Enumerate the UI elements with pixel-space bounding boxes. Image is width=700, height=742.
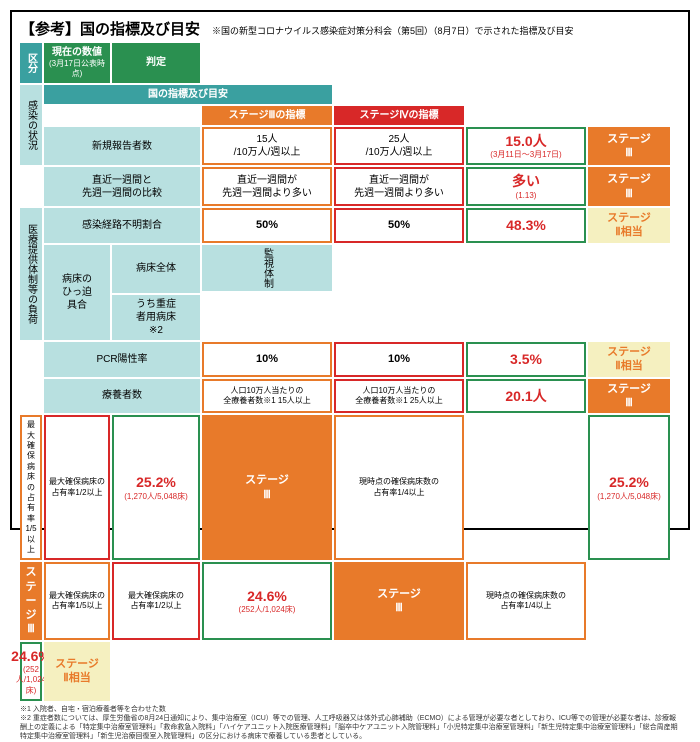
s3-4: 人口10万人当たりの 全療養者数※1 15人以上 bbox=[202, 379, 332, 414]
row-label-0: 新規報告者数 bbox=[44, 127, 200, 166]
s4-0: 25人 /10万人/週以上 bbox=[334, 127, 464, 166]
row-label-1: 直近一週間と 先週一週間の比較 bbox=[44, 167, 200, 206]
judge-0: ステージ Ⅲ bbox=[588, 127, 670, 166]
judge-8: ステージ Ⅱ相当 bbox=[44, 642, 110, 701]
col-stage4: ステージⅣの指標 bbox=[334, 106, 464, 125]
group-kansen: 感染の状況 bbox=[20, 85, 42, 166]
val-1: 多い(1.13) bbox=[466, 167, 586, 206]
group-byosho: 病床の ひっ迫 具合 bbox=[44, 245, 110, 341]
val-5: 25.2%(1,270人/5,048床) bbox=[112, 415, 200, 560]
judge-7: ステージ Ⅲ bbox=[334, 562, 464, 639]
val-3: 3.5% bbox=[466, 342, 586, 377]
page-subtitle: ※国の新型コロナウイルス感染症対策分科会（第5回）（8月7日）で示された指標及び… bbox=[212, 24, 574, 37]
s3-2: 50% bbox=[202, 208, 332, 243]
group-iryo: 医療提供体制等の負荷 bbox=[20, 208, 42, 340]
s3-5: 最大確保病床の 占有率1/5以上 bbox=[20, 415, 42, 560]
s4-3: 10% bbox=[334, 342, 464, 377]
val-8: 24.6%(252人/1,024床) bbox=[20, 642, 42, 701]
s3-8: 現時点の確保病床数の 占有率1/4以上 bbox=[466, 562, 586, 639]
group-kanshi: 監視体制 bbox=[202, 245, 332, 291]
val-2: 48.3% bbox=[466, 208, 586, 243]
s3-1: 直近一週間が 先週一週間より多い bbox=[202, 167, 332, 206]
judge-4: ステージ Ⅲ bbox=[588, 379, 670, 414]
val-6: 25.2%(1,270人/5,048床) bbox=[588, 415, 670, 560]
col-shihyo: 国の指標及び目安 bbox=[44, 85, 332, 104]
group-jusho: うち重症 者用病床 ※2 bbox=[112, 295, 200, 340]
col-stage3: ステージⅢの指標 bbox=[202, 106, 332, 125]
s4-6 bbox=[466, 415, 586, 560]
val-7: 24.6%(252人/1,024床) bbox=[202, 562, 332, 639]
judge-6: ステージ Ⅲ bbox=[20, 562, 42, 639]
col-kubun: 区分 bbox=[20, 43, 42, 83]
col-hantei: 判定 bbox=[112, 43, 200, 83]
row-label-2: 感染経路不明割合 bbox=[44, 208, 200, 243]
group-zentai: 病床全体 bbox=[112, 245, 200, 294]
row-label-3: PCR陽性率 bbox=[44, 342, 200, 377]
row-label-4: 療養者数 bbox=[44, 379, 200, 414]
s4-1: 直近一週間が 先週一週間より多い bbox=[334, 167, 464, 206]
s3-6: 現時点の確保病床数の 占有率1/4以上 bbox=[334, 415, 464, 560]
footnotes: ※1 入院者、自宅・宿泊療養者等を合わせた数 ※2 重症者数については、厚生労働… bbox=[20, 705, 680, 741]
s4-8 bbox=[588, 562, 670, 639]
val-4: 20.1人 bbox=[466, 379, 586, 414]
val-0: 15.0人(3月11日～3月17日) bbox=[466, 127, 586, 166]
s3-7: 最大確保病床の 占有率1/5以上 bbox=[44, 562, 110, 639]
s3-0: 15人 /10万人/週以上 bbox=[202, 127, 332, 166]
judge-2: ステージ Ⅱ相当 bbox=[588, 208, 670, 243]
s4-2: 50% bbox=[334, 208, 464, 243]
col-genzai: 現在の数値(3月17日公表時点) bbox=[44, 43, 110, 83]
s3-3: 10% bbox=[202, 342, 332, 377]
s4-7: 最大確保病床の 占有率1/2以上 bbox=[112, 562, 200, 639]
main-table: 区分 国の指標及び目安 現在の数値(3月17日公表時点) 判定 ステージⅢの指標… bbox=[20, 43, 680, 701]
s4-5: 最大確保病床の 占有率1/2以上 bbox=[44, 415, 110, 560]
page-title: 【参考】国の指標及び目安 bbox=[20, 18, 200, 39]
judge-1: ステージ Ⅲ bbox=[588, 167, 670, 206]
judge-5: ステージ Ⅲ bbox=[202, 415, 332, 560]
s4-4: 人口10万人当たりの 全療養者数※1 25人以上 bbox=[334, 379, 464, 414]
judge-3: ステージ Ⅱ相当 bbox=[588, 342, 670, 377]
